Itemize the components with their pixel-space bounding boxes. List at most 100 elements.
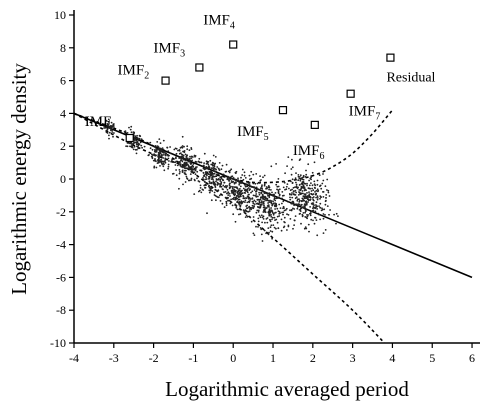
data-point (178, 152, 181, 155)
data-point (209, 188, 212, 191)
data-point (110, 126, 113, 129)
data-point (299, 183, 301, 186)
data-point (181, 155, 184, 158)
data-point (230, 168, 233, 171)
data-point (318, 174, 321, 177)
data-point (298, 213, 301, 215)
data-point (263, 206, 266, 209)
data-point (234, 193, 236, 195)
data-point (319, 206, 322, 209)
y-axis-title: Logarithmic energy density (7, 63, 31, 295)
data-point (278, 194, 281, 197)
point-cluster (188, 152, 237, 215)
x-tick-label: -4 (69, 351, 79, 365)
data-point (184, 167, 187, 170)
data-point (163, 163, 165, 166)
data-point (286, 183, 289, 186)
data-point (259, 197, 262, 199)
data-point (219, 178, 222, 181)
data-point (277, 178, 280, 180)
data-point (287, 214, 290, 216)
data-point (291, 188, 293, 191)
data-point (286, 229, 288, 231)
data-point (184, 153, 187, 156)
data-point (163, 169, 166, 172)
data-point (223, 206, 226, 209)
y-tick-label: -8 (56, 303, 66, 317)
data-point (206, 174, 208, 177)
data-point (284, 188, 286, 191)
data-point (217, 178, 220, 181)
data-point (179, 164, 182, 166)
data-point (202, 177, 204, 179)
data-point (247, 187, 250, 189)
data-point (328, 213, 330, 216)
data-point (183, 164, 186, 167)
data-point (210, 199, 213, 202)
data-point (268, 231, 270, 234)
data-point (202, 172, 205, 174)
data-point (315, 219, 318, 222)
data-point (335, 222, 337, 225)
data-point (215, 199, 217, 202)
data-point (258, 214, 261, 217)
data-point (315, 201, 318, 204)
data-point (324, 229, 327, 231)
data-point (210, 181, 213, 184)
data-point (179, 156, 182, 159)
data-point (222, 184, 225, 187)
data-point (206, 162, 209, 165)
data-point (312, 189, 315, 192)
data-point (319, 184, 322, 187)
data-point (270, 207, 272, 209)
data-point (162, 157, 165, 159)
data-point (246, 210, 249, 213)
data-point (138, 147, 140, 149)
data-point (159, 149, 162, 152)
data-point (178, 177, 181, 180)
data-point (260, 185, 263, 188)
data-point (256, 188, 258, 191)
data-point (194, 155, 196, 158)
data-point (259, 216, 262, 219)
data-point (243, 210, 246, 213)
data-point (178, 161, 181, 163)
data-point (271, 204, 274, 207)
data-point (219, 180, 222, 182)
data-point (174, 161, 177, 164)
imf-label: IMF1 (85, 114, 117, 133)
data-point (182, 183, 184, 186)
data-point (300, 200, 303, 203)
data-point (281, 202, 283, 205)
data-point (213, 172, 216, 175)
data-point (155, 151, 158, 153)
data-point (291, 202, 294, 205)
data-point (296, 198, 299, 201)
data-point (223, 181, 226, 184)
lower-confidence-curve (73, 112, 386, 344)
data-point (283, 181, 286, 184)
data-point (199, 187, 202, 189)
data-point (247, 193, 250, 196)
data-point (316, 198, 319, 201)
data-point (139, 141, 142, 144)
data-point (255, 193, 258, 195)
data-point (255, 173, 258, 175)
data-point (214, 168, 216, 170)
data-point (209, 182, 211, 185)
data-point (136, 134, 139, 137)
data-point (138, 134, 141, 137)
data-point (324, 185, 327, 188)
data-point (298, 199, 301, 202)
data-point (218, 162, 221, 164)
data-point (159, 155, 161, 157)
data-point (211, 161, 214, 164)
data-point (104, 123, 107, 125)
data-point (241, 168, 244, 171)
data-point (271, 237, 273, 240)
data-point (267, 227, 270, 230)
data-point (153, 154, 156, 157)
data-point (305, 227, 308, 230)
data-point (283, 225, 286, 228)
data-point (287, 156, 290, 159)
